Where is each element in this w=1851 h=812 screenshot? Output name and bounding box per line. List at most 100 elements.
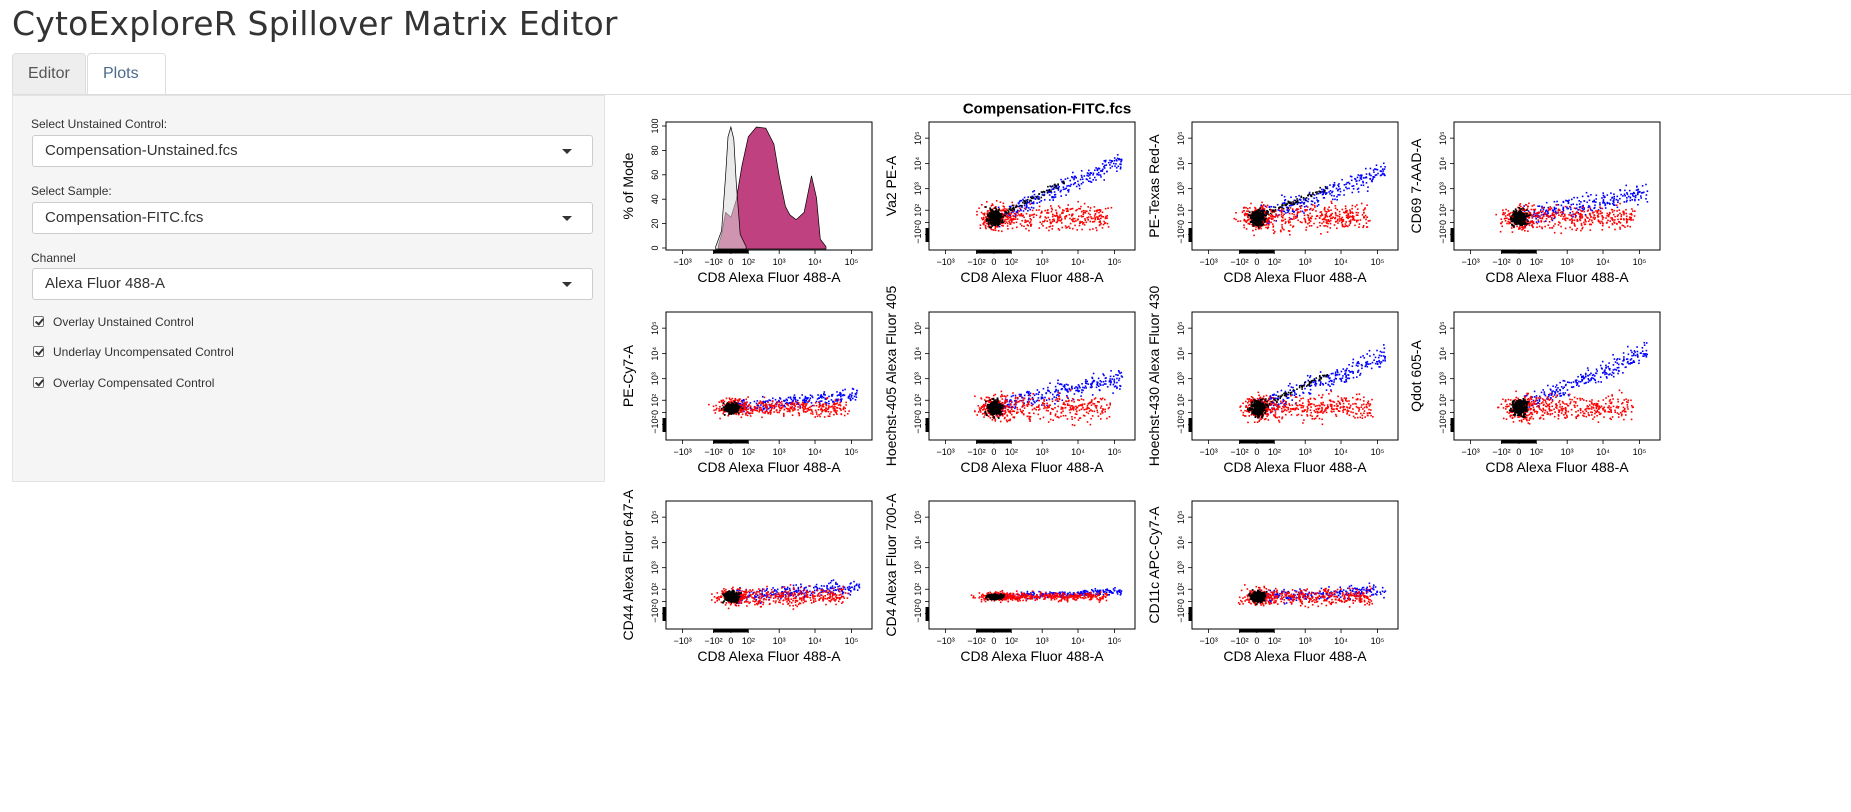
compensated-point <box>1310 208 1312 210</box>
uncompensated-point <box>1543 209 1545 211</box>
compensated-point <box>1608 227 1610 229</box>
uncompensated-point <box>1271 206 1273 208</box>
channel-select[interactable]: Alexa Fluor 488-A <box>32 268 593 300</box>
compensated-point <box>750 406 752 408</box>
tab-editor[interactable]: Editor <box>12 53 86 95</box>
x-tick-label: 0 <box>991 447 996 457</box>
uncompensated-point <box>823 393 825 395</box>
uncompensated-point <box>1269 206 1271 208</box>
compensated-point <box>1356 221 1358 223</box>
unstained-point <box>989 227 991 229</box>
uncompensated-point <box>1593 200 1595 202</box>
compensated-point <box>986 201 988 203</box>
uncompensated-point <box>1377 173 1379 175</box>
compensated-point <box>793 407 795 409</box>
compensated-point <box>1078 208 1080 210</box>
uncompensated-point <box>1376 164 1378 166</box>
unstained-control-select[interactable]: Compensation-Unstained.fcs <box>32 135 593 167</box>
uncompensated-point <box>1060 195 1062 197</box>
compensated-point <box>1025 221 1027 223</box>
compensated-point <box>716 408 718 410</box>
compensated-point <box>764 412 766 414</box>
unstained-point <box>1519 213 1521 215</box>
x-tick-label: 0 <box>728 257 733 267</box>
compensated-point <box>1631 208 1633 210</box>
compensated-point <box>1507 214 1509 216</box>
uncompensated-point <box>1591 210 1593 212</box>
uncompensated-point <box>1090 181 1092 183</box>
unstained-point <box>991 210 993 212</box>
compensated-point <box>1101 405 1103 407</box>
uncompensated-point <box>1046 399 1048 401</box>
uncompensated-point <box>1081 383 1083 385</box>
plot-frame <box>1192 122 1398 250</box>
compensated-point <box>1623 218 1625 220</box>
uncompensated-point <box>1038 394 1040 396</box>
compensated-point <box>986 397 988 399</box>
unstained-point <box>1521 211 1523 213</box>
compensated-point <box>1067 208 1069 210</box>
uncompensated-point <box>1321 189 1323 191</box>
compensated-point <box>1041 223 1043 225</box>
x-tick-label: 10⁴ <box>808 257 822 267</box>
compensated-point <box>1012 407 1014 409</box>
uncompensated-point <box>1031 207 1033 209</box>
uncompensated-point <box>1055 196 1057 198</box>
uncompensated-point <box>1081 183 1083 185</box>
unstained-point <box>1262 223 1264 225</box>
uncompensated-point <box>1100 176 1102 178</box>
checkbox-checked-icon[interactable] <box>33 316 44 327</box>
compensated-point <box>1630 219 1632 221</box>
unstained-point <box>1008 208 1010 210</box>
uncompensated-point <box>1092 381 1094 383</box>
compensated-point <box>1105 216 1107 218</box>
uncompensated-point <box>1092 174 1094 176</box>
compensated-point <box>1327 226 1329 228</box>
uncompensated-point <box>1075 386 1077 388</box>
compensated-point <box>819 416 821 418</box>
compensated-point <box>1011 222 1013 224</box>
compensated-point <box>781 403 783 405</box>
compensated-point <box>1074 221 1076 223</box>
compensated-point <box>1583 206 1585 208</box>
compensated-point <box>782 405 784 407</box>
uncompensated-point <box>1563 210 1565 212</box>
compensated-point <box>1501 221 1503 223</box>
compensated-point <box>1293 218 1295 220</box>
compensated-point <box>747 415 749 417</box>
tab-plots[interactable]: Plots <box>87 53 166 95</box>
compensated-point <box>1634 210 1636 212</box>
uncompensated-point <box>1332 191 1334 193</box>
checkbox-checked-icon[interactable] <box>33 377 44 388</box>
compensated-point <box>1524 227 1526 229</box>
compensated-point <box>1077 219 1079 221</box>
compensated-point <box>1269 217 1271 219</box>
compensated-point <box>1331 201 1333 203</box>
compensated-point <box>750 410 752 412</box>
unstained-point <box>997 220 999 222</box>
uncompensated-point <box>1097 168 1099 170</box>
compensated-point <box>1105 208 1107 210</box>
compensated-point <box>1018 210 1020 212</box>
uncompensated-point <box>783 400 785 402</box>
y-tick-label: 10⁴ <box>1176 157 1186 171</box>
y-tick-label: 0 <box>650 245 660 250</box>
compensated-point <box>1271 218 1273 220</box>
unstained-point <box>994 224 996 226</box>
checkbox-checked-icon[interactable] <box>33 346 44 357</box>
compensated-point <box>1557 204 1559 206</box>
sample-select[interactable]: Compensation-FITC.fcs <box>32 202 593 234</box>
unstained-point <box>1047 192 1049 194</box>
compensated-point <box>982 213 984 215</box>
compensated-point <box>984 213 986 215</box>
uncompensated-point <box>1105 380 1107 382</box>
uncompensated-point <box>1015 406 1017 408</box>
compensated-point <box>794 409 796 411</box>
compensated-point <box>773 408 775 410</box>
unstained-point <box>1319 187 1321 189</box>
unstained-point <box>1324 190 1326 192</box>
uncompensated-point <box>1054 194 1056 196</box>
compensated-point <box>1293 216 1295 218</box>
uncompensated-point <box>1024 197 1026 199</box>
uncompensated-point <box>1607 202 1609 204</box>
